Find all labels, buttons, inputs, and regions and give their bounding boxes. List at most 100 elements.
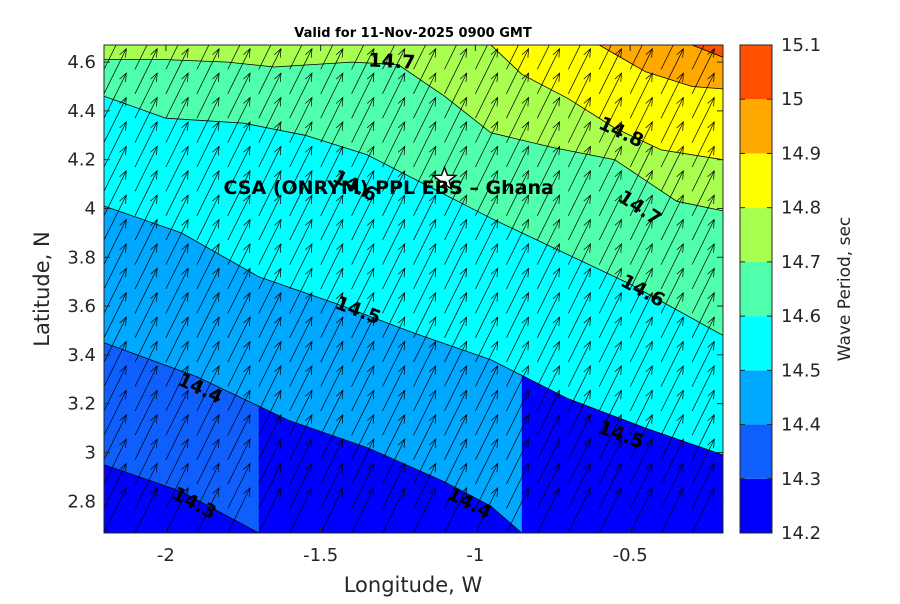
direction-arrow — [691, 169, 715, 216]
direction-arrow — [196, 218, 220, 265]
direction-arrow — [660, 96, 684, 143]
direction-arrow — [506, 340, 530, 387]
direction-arrow — [165, 316, 189, 363]
direction-arrow — [134, 462, 158, 509]
direction-arrow — [289, 389, 313, 436]
direction-arrow — [629, 413, 653, 460]
direction-arrow — [444, 194, 468, 241]
direction-arrow — [536, 340, 561, 387]
direction-arrow — [413, 218, 437, 265]
direction-arrow — [382, 487, 406, 533]
direction-arrow — [289, 194, 313, 241]
direction-arrow — [104, 291, 127, 338]
direction-arrow — [629, 45, 643, 70]
direction-arrow — [289, 267, 313, 314]
direction-arrow — [165, 243, 189, 290]
direction-arrow — [629, 316, 653, 363]
direction-arrow — [506, 47, 530, 94]
contour-fills — [104, 45, 723, 533]
direction-arrow — [444, 316, 468, 363]
direction-arrow — [629, 169, 653, 216]
direction-arrow — [196, 96, 220, 143]
direction-arrow — [598, 462, 622, 509]
direction-arrow — [475, 243, 499, 290]
direction-arrow — [320, 169, 344, 216]
y-tick-label: 4.2 — [67, 150, 96, 171]
colorbar-frame — [739, 44, 773, 534]
direction-arrow — [227, 267, 251, 314]
direction-arrow — [320, 243, 344, 290]
direction-arrow — [444, 72, 468, 119]
direction-arrow — [351, 438, 375, 485]
colorbar-swatch — [740, 424, 772, 479]
direction-arrow — [413, 121, 437, 168]
direction-arrow — [382, 243, 406, 290]
direction-arrow — [475, 267, 499, 314]
direction-arrow — [227, 462, 251, 509]
direction-arrow — [691, 45, 705, 70]
direction-arrow — [444, 438, 468, 485]
direction-arrow — [567, 45, 581, 70]
direction-arrow — [567, 145, 591, 192]
direction-arrow — [196, 169, 220, 216]
direction-arrow — [196, 365, 220, 412]
direction-arrow — [536, 218, 561, 265]
colorbar: 14.2 14.3 14.4 14.5 14.6 14.7 14.8 14.9 15 15.1 — [740, 35, 821, 544]
direction-arrow — [413, 365, 437, 412]
direction-arrow — [258, 145, 282, 192]
direction-arrow — [196, 487, 220, 533]
station-label: CSA (ONRYM) PPL EBS – Ghana — [224, 177, 554, 199]
direction-arrow — [475, 389, 499, 436]
direction-arrow — [258, 462, 282, 509]
direction-arrow — [691, 72, 715, 119]
direction-arrow — [134, 218, 158, 265]
direction-arrow — [598, 121, 622, 168]
direction-arrow — [320, 487, 344, 533]
direction-arrow — [289, 145, 313, 192]
direction-arrow — [629, 145, 653, 192]
direction-arrow — [598, 487, 622, 533]
direction-arrow — [134, 365, 158, 412]
direction-arrow — [598, 340, 622, 387]
direction-arrow — [289, 462, 313, 509]
direction-arrow — [475, 121, 499, 168]
direction-arrow — [660, 462, 684, 509]
direction-arrow — [320, 194, 344, 241]
band-fill-15 — [692, 45, 723, 58]
direction-arrow — [258, 243, 282, 290]
direction-arrow — [598, 243, 622, 290]
direction-arrow — [382, 340, 406, 387]
direction-arrow — [165, 45, 179, 70]
direction-arrow — [536, 194, 561, 241]
direction-arrow — [351, 96, 375, 143]
direction-arrow — [196, 316, 220, 363]
direction-arrow — [506, 96, 530, 143]
direction-arrow — [165, 291, 189, 338]
direction-arrow — [413, 194, 437, 241]
direction-arrow — [444, 47, 468, 94]
direction-arrow — [506, 487, 530, 533]
direction-arrow — [227, 72, 251, 119]
direction-arrow — [382, 438, 406, 485]
direction-arrow — [351, 47, 375, 94]
direction-arrow — [691, 365, 715, 412]
direction-arrow — [536, 145, 561, 192]
direction-arrow — [320, 365, 344, 412]
direction-arrow — [536, 72, 561, 119]
direction-arrow — [289, 96, 313, 143]
direction-arrow — [691, 487, 715, 533]
direction-arrow — [506, 169, 530, 216]
direction-arrow — [227, 487, 251, 533]
station-marker-group: CSA (ONRYM) PPL EBS – Ghana — [224, 165, 554, 199]
direction-arrow — [567, 72, 591, 119]
direction-arrow — [165, 487, 189, 533]
direction-arrow — [567, 365, 591, 412]
colorbar-tick-label: 14.4 — [781, 415, 821, 436]
direction-arrow — [444, 487, 468, 533]
direction-arrow — [444, 267, 468, 314]
direction-arrow — [165, 169, 189, 216]
direction-arrow — [444, 121, 468, 168]
direction-arrow — [506, 218, 530, 265]
colorbar-tick-label: 15.1 — [781, 35, 821, 56]
direction-arrow — [506, 389, 530, 436]
